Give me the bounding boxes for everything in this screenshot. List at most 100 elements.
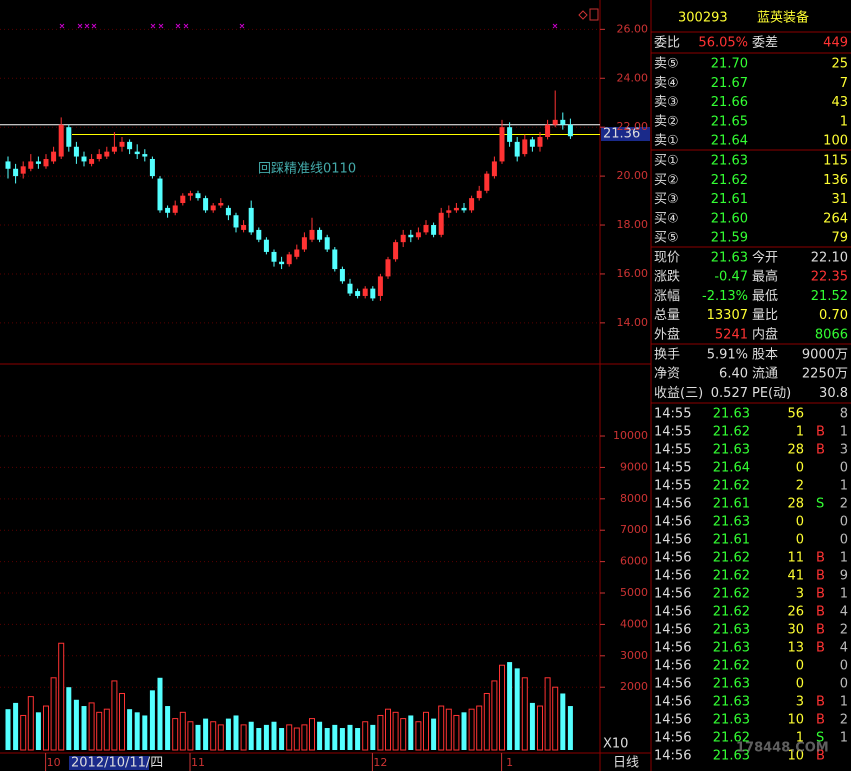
candle-body — [438, 212, 444, 235]
candle-body — [271, 251, 277, 262]
tick-cell: B — [816, 443, 825, 458]
candle-body — [332, 249, 338, 270]
volume-bar — [195, 724, 201, 750]
volume-bar — [514, 668, 520, 750]
watermark: 178448.COM — [736, 741, 829, 756]
volume-bar — [35, 712, 41, 750]
tick-cell: 21.63 — [713, 407, 750, 422]
candle-body — [157, 178, 163, 211]
volume-bar — [468, 708, 475, 751]
volume-bar — [445, 708, 452, 751]
tick-cell: B — [816, 569, 825, 584]
tick-cell: 2 — [840, 713, 848, 728]
stat-cell: 最低 — [752, 289, 778, 304]
candle-body — [370, 288, 376, 299]
tick-cell: 41 — [787, 569, 804, 584]
candle-body — [294, 249, 300, 257]
candle-body — [431, 225, 437, 235]
volume-bar — [438, 705, 445, 751]
stat-cell: 8066 — [815, 327, 848, 342]
cursor-box — [69, 756, 149, 770]
candle-body — [537, 136, 543, 147]
volume-bar — [483, 692, 490, 751]
stat-cell: 股本 — [752, 348, 778, 363]
stat-cell: 0.527 — [711, 386, 748, 401]
y-tick-label: 8000 — [620, 492, 648, 505]
volume-bar — [324, 728, 330, 750]
tick-cell: 1 — [840, 425, 848, 440]
volume-bar — [271, 721, 277, 750]
icon-diamond[interactable] — [578, 10, 588, 20]
ratio-cell: 委差 — [752, 36, 778, 51]
candle-body — [172, 205, 178, 213]
period-label[interactable]: 日线 — [613, 756, 639, 771]
tick-cell: 30 — [787, 623, 804, 638]
candle-body — [453, 207, 459, 211]
tick-cell: 14:56 — [654, 515, 691, 530]
candle-body — [210, 205, 216, 211]
volume-bar — [81, 706, 87, 750]
volume-bar — [377, 714, 384, 751]
bid-cell: 买③ — [654, 192, 679, 207]
x-tick-label: 10 — [47, 756, 61, 769]
ask-cell: 卖③ — [654, 95, 679, 110]
ask-cell: 21.65 — [711, 114, 748, 129]
y-tick-label: 14.00 — [617, 316, 649, 329]
candle-body — [461, 207, 467, 211]
tick-cell: 26 — [787, 605, 804, 620]
bid-cell: 115 — [823, 154, 848, 169]
tick-cell: 14:56 — [654, 731, 691, 746]
tick-cell: 21.63 — [713, 713, 750, 728]
tick-cell: B — [816, 713, 825, 728]
candle-body — [377, 276, 383, 296]
bid-cell: 买④ — [654, 211, 679, 226]
tick-cell: 0 — [840, 677, 848, 692]
stat-cell: 总量 — [654, 308, 680, 323]
volume-bar — [20, 714, 27, 751]
icon-window[interactable] — [589, 8, 599, 21]
bid-cell: 21.62 — [711, 173, 748, 188]
tick-cell: 3 — [796, 695, 804, 710]
stat-cell: 21.63 — [711, 251, 748, 266]
volume-bar — [392, 711, 399, 751]
ask-cell: 卖② — [654, 114, 679, 129]
volume-bar — [111, 680, 118, 751]
volume-bar — [355, 728, 361, 750]
volume-bar — [567, 706, 573, 750]
bid-cell: 买② — [654, 173, 679, 188]
tick-cell: 1 — [796, 731, 804, 746]
stat-cell: 外盘 — [654, 326, 680, 342]
volume-bar — [279, 728, 285, 750]
candle-body — [5, 161, 11, 169]
tick-cell: 21.62 — [713, 605, 750, 620]
tick-cell: 14:56 — [654, 497, 691, 512]
y-tick-label: 26.00 — [617, 22, 649, 35]
volume-bar — [43, 705, 49, 751]
candle-body — [385, 259, 391, 277]
volume-bar — [431, 718, 437, 750]
candle-body — [256, 229, 262, 240]
tick-cell: B — [816, 605, 825, 620]
tick-cell: 0 — [840, 515, 848, 530]
stat-cell: 22.10 — [811, 251, 848, 266]
tick-cell: 21.62 — [713, 479, 750, 494]
tick-cell: 1 — [840, 587, 848, 602]
candle-body — [58, 124, 64, 157]
volume-bar — [370, 724, 376, 750]
tick-cell: B — [816, 623, 825, 638]
tick-cell: 21.62 — [713, 569, 750, 584]
volume-bar — [27, 696, 34, 751]
volume-bar — [5, 709, 11, 750]
candle-body — [400, 234, 406, 243]
volume-bar — [415, 721, 422, 751]
tick-cell: 28 — [787, 497, 804, 512]
tick-cell: 13 — [787, 641, 804, 656]
x-tick-label: 11 — [191, 756, 205, 769]
candle-body — [233, 215, 239, 228]
tick-cell: 11 — [787, 551, 804, 566]
volume-bar — [172, 718, 179, 751]
candle-body — [51, 151, 57, 162]
volume-bar — [544, 677, 551, 751]
stat-cell: 5.91% — [707, 348, 748, 363]
tick-cell: 21.62 — [713, 551, 750, 566]
